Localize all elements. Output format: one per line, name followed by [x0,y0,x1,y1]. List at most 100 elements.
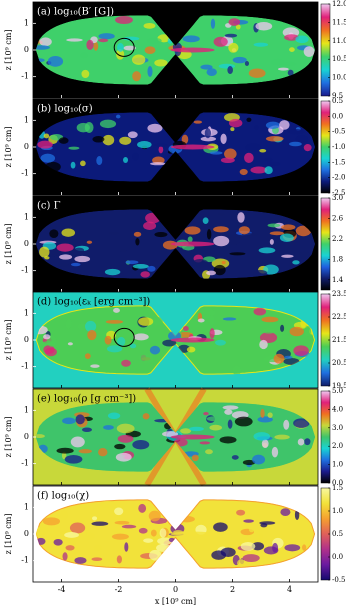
structure [259,339,268,350]
x-axis-label: x [10⁹ cm] [155,597,196,606]
structure [104,268,121,276]
jet-core [170,241,215,247]
structure [154,59,168,67]
structure [227,66,233,75]
structure [68,146,80,150]
y-tick-label: -1 [21,362,29,371]
structure [206,229,212,240]
structure [261,439,269,449]
structure [93,41,99,51]
y-tick-label: 1 [24,115,29,124]
panel-title: (e) log₁₀(ρ [g cm⁻³]) [37,394,136,405]
lobes [35,499,316,569]
structure [117,43,124,52]
colorbar-tick-label: -0.5 [332,576,346,584]
lobes [35,305,316,375]
structure [132,71,141,82]
structure [214,339,226,346]
y-tick-label: 1 [24,405,29,414]
jet-core [170,144,215,150]
structure [203,411,209,416]
structure [205,449,213,455]
structure [116,49,125,60]
structure [75,414,85,425]
structure [70,436,85,448]
structure [304,438,311,446]
structure [283,357,300,365]
structure [116,555,122,564]
structure [209,328,215,339]
structure [262,328,276,334]
structure [232,366,242,375]
structure [293,345,309,356]
structure [154,231,168,238]
colorbar-tick-label: 5.0 [332,387,343,395]
structure [263,546,279,555]
structure [115,15,133,25]
y-tick-label: 1 [24,18,29,27]
y-tick-label: -1 [21,169,29,178]
jet-core [170,531,215,537]
structure [182,35,200,43]
colorbar-tick-label: 1.8 [332,255,343,263]
structure [284,34,299,41]
structure [143,538,154,543]
structure [280,508,291,517]
structure [115,114,121,119]
structure [65,318,72,329]
structure [222,405,239,410]
structure [254,125,259,131]
structure [264,166,273,175]
structure [204,128,212,139]
colorbar-tick-label: 9.5 [332,92,343,100]
structure [209,151,223,155]
structure [258,247,276,254]
structure [80,160,86,167]
structure [234,416,253,427]
structure [244,152,254,164]
structure [280,324,285,332]
structure [295,134,309,145]
structure [53,538,63,546]
structure [123,157,129,163]
structure [292,260,300,265]
highlight-circle [113,37,135,57]
structure [104,335,112,345]
colorbar-tick-label: 0.0 [332,479,343,487]
y-tick-label: 0 [24,432,29,441]
structure [64,532,79,538]
structure [91,521,109,526]
y-axis-label: z [10⁹ cm] [4,127,13,168]
structure [182,326,189,331]
y-axis-label: z [10⁹ cm] [4,30,13,71]
colorbar-tick-label: -1.0 [332,143,346,151]
structure [132,264,149,269]
structure [261,316,279,323]
y-axis-label: z [10⁹ cm] [4,514,13,555]
structure [267,412,273,418]
structure [152,156,165,165]
structure [61,228,76,237]
structure [294,509,300,521]
colorbar-tick-label: 23.5 [332,290,346,298]
structure [115,452,132,462]
structure [273,353,285,364]
structure [117,336,126,347]
structure [133,333,149,341]
structure [123,45,136,51]
structure [304,326,312,337]
structure [39,37,52,47]
structure [43,334,51,340]
structure [146,37,162,44]
structure [257,416,273,423]
structure [86,240,93,244]
structure [39,246,50,258]
structure [224,148,237,160]
structure [258,533,264,543]
structure [222,317,237,321]
panel-title: (b) log₁₀(σ) [37,104,93,115]
structure [266,161,281,166]
structure [279,233,294,242]
structure [206,416,222,422]
structure [78,531,96,541]
